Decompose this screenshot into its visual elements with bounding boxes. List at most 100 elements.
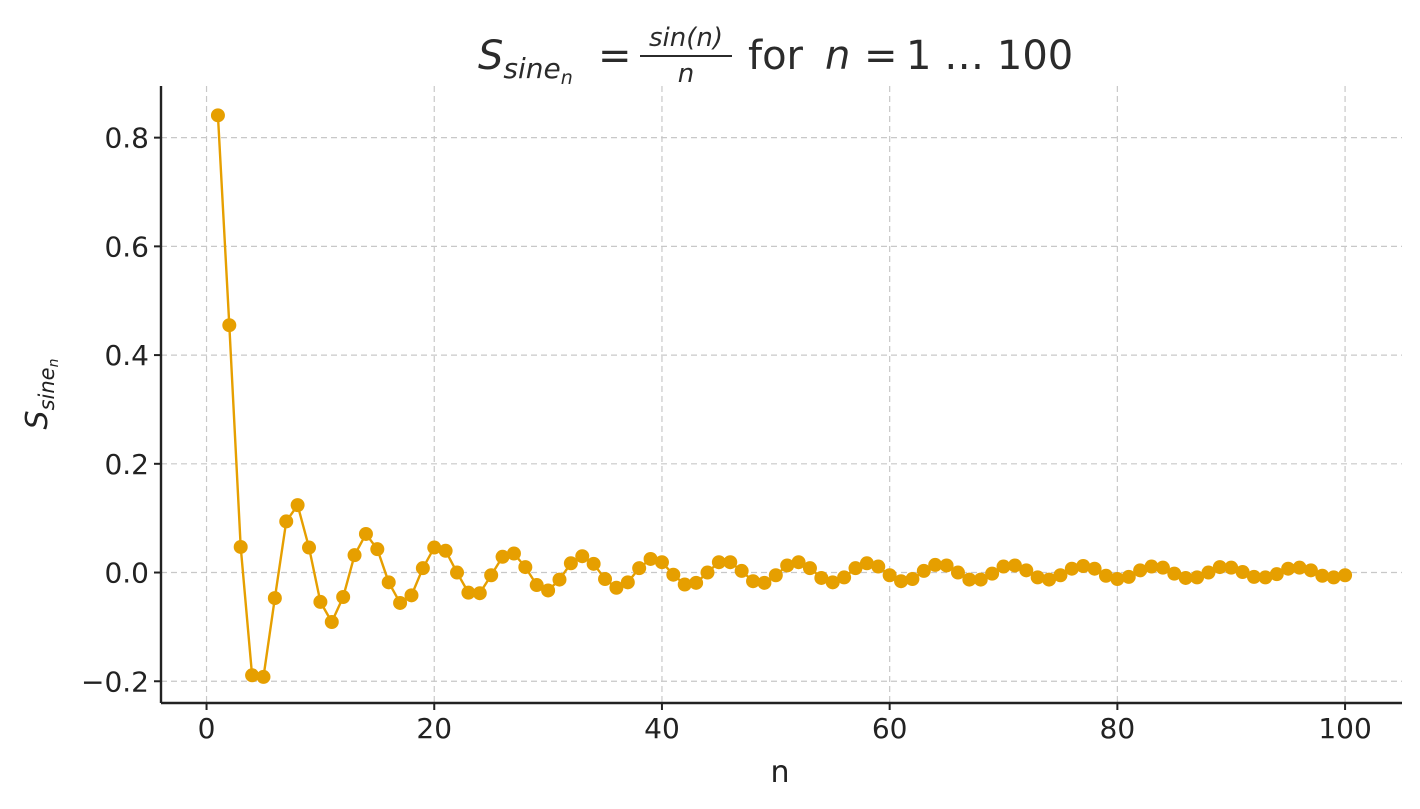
data-point	[939, 558, 954, 573]
y-tick-label: 0.8	[104, 122, 149, 155]
data-point	[1190, 570, 1205, 585]
data-point	[313, 594, 328, 609]
data-point	[1042, 572, 1057, 587]
data-point	[1212, 560, 1227, 575]
data-point	[302, 540, 317, 555]
data-point	[1133, 563, 1148, 578]
y-tick-label: −0.2	[81, 665, 149, 698]
data-point	[1281, 561, 1296, 576]
x-tick-label: 20	[416, 712, 452, 745]
data-point	[973, 572, 988, 587]
data-point	[1098, 568, 1113, 583]
data-point	[518, 560, 533, 575]
data-point	[723, 555, 738, 570]
y-tick-label: 0.4	[104, 339, 149, 372]
y-tick-label: 0.6	[104, 230, 149, 263]
title-range-text: 1 … 100	[906, 33, 1073, 79]
data-point	[256, 669, 271, 684]
data-point	[506, 546, 521, 561]
data-point	[1269, 567, 1284, 582]
data-point	[643, 551, 658, 566]
data-point	[450, 565, 465, 580]
data-point	[370, 542, 385, 557]
data-point	[290, 498, 305, 513]
data-point	[962, 572, 977, 587]
data-point	[609, 580, 624, 595]
grid-layer	[161, 86, 1402, 703]
data-point	[1076, 559, 1091, 574]
data-point	[267, 591, 282, 606]
data-point	[620, 575, 635, 590]
data-point	[563, 556, 578, 571]
data-point	[666, 567, 681, 582]
y-axis-symbol: S	[20, 410, 55, 429]
data-point	[825, 575, 840, 590]
data-point	[381, 575, 396, 590]
data-point	[814, 570, 829, 585]
data-point	[871, 559, 886, 574]
data-point	[222, 318, 237, 333]
data-point	[996, 559, 1011, 574]
series-layer	[210, 108, 1353, 684]
series-line	[216, 115, 1346, 679]
data-point	[1178, 570, 1193, 585]
data-point	[245, 668, 260, 683]
data-point	[802, 561, 817, 576]
data-point	[950, 565, 965, 580]
data-point	[472, 586, 487, 601]
x-tick-label: 80	[1100, 712, 1136, 745]
x-axis-label: n	[770, 755, 789, 790]
data-point	[928, 557, 943, 572]
data-point	[541, 583, 556, 598]
data-point	[757, 575, 772, 590]
data-point	[1258, 570, 1273, 585]
data-point	[654, 555, 669, 570]
data-point	[711, 555, 726, 570]
x-tick-label: 100	[1318, 712, 1371, 745]
title-range-var: n	[825, 33, 850, 79]
data-point	[1246, 569, 1261, 584]
data-point	[598, 572, 613, 587]
data-point	[1167, 566, 1182, 581]
data-point	[1338, 568, 1353, 583]
y-axis-label: Ssinen	[20, 359, 62, 430]
title-subscript: sine	[503, 52, 560, 85]
y-tick-label: 0.2	[104, 448, 149, 481]
data-point	[1315, 568, 1330, 583]
y-axis-subsubscript: n	[46, 359, 62, 368]
data-point	[1064, 561, 1079, 576]
data-point	[768, 568, 783, 583]
x-tick-label: 0	[198, 712, 216, 745]
data-point	[495, 549, 510, 564]
data-point	[632, 561, 647, 576]
chart-title: Ssinen = sin(n) n for n = 1 … 100	[478, 23, 1073, 89]
data-point	[358, 526, 373, 541]
data-point	[1019, 563, 1034, 578]
data-point	[552, 572, 567, 587]
y-axis-subscript: sine	[35, 367, 59, 410]
data-point	[734, 563, 749, 578]
data-point	[461, 585, 476, 600]
title-symbol: S	[478, 33, 503, 79]
data-point	[427, 540, 442, 555]
data-point	[1121, 569, 1136, 584]
data-point	[347, 548, 362, 563]
data-point	[1030, 570, 1045, 585]
data-point	[575, 549, 590, 564]
data-point	[985, 566, 1000, 581]
data-point	[916, 563, 931, 578]
title-word-for: for	[748, 33, 804, 79]
data-point	[438, 543, 453, 558]
data-point	[1224, 560, 1239, 575]
y-tick-label: 0.0	[104, 557, 149, 590]
title-equals: =	[598, 33, 632, 79]
data-point	[848, 561, 863, 576]
data-point	[1303, 563, 1318, 578]
data-point	[415, 561, 430, 576]
data-point	[882, 568, 897, 583]
data-point	[529, 578, 544, 593]
data-point	[1292, 560, 1307, 575]
data-point	[1087, 561, 1102, 576]
data-point	[905, 572, 920, 587]
